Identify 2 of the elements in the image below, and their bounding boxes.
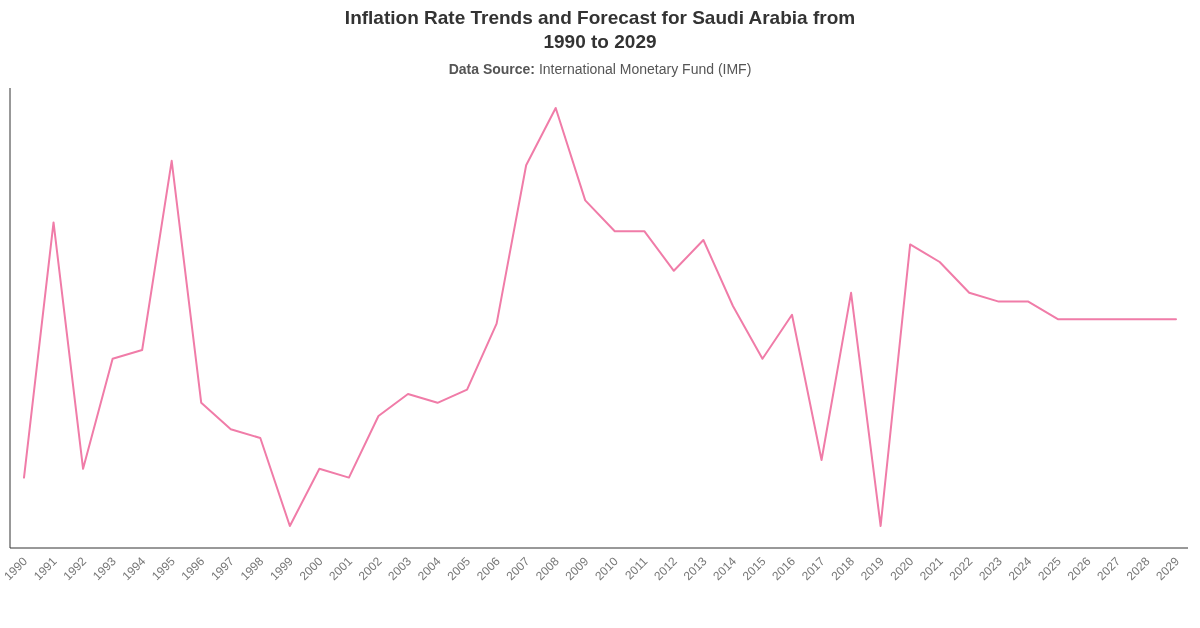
chart-subtitle: Data Source: International Monetary Fund (IMF) <box>448 61 752 77</box>
chart-title: Inflation Rate Trends and Forecast for Saudi Arabia from 1990 to 2029 <box>344 7 856 52</box>
